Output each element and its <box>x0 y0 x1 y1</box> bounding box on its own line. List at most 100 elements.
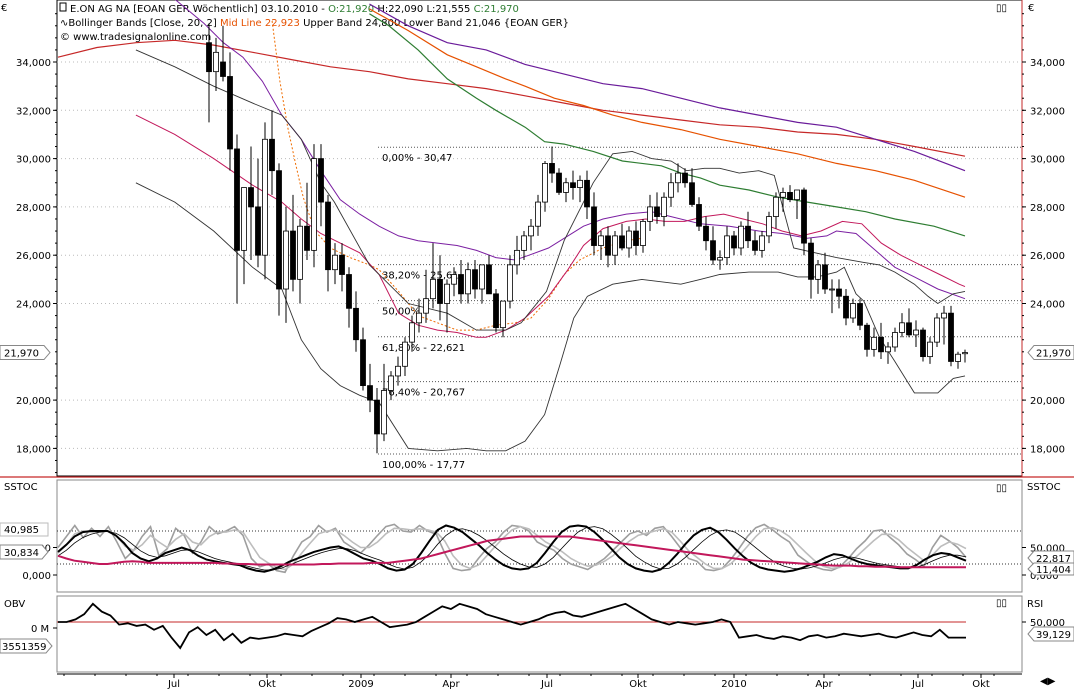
x-tick-label: 2009 <box>348 679 373 690</box>
price-tick-label-right: 32,000 <box>1030 106 1065 117</box>
last-price-marker: 21,970 21,970 <box>0 345 1074 361</box>
candle-body <box>353 307 359 341</box>
candle-body <box>815 264 821 280</box>
chart-header: € € E.ON AG NA [EOAN GER Wöchentlich] 03… <box>1 2 1056 687</box>
candle-body <box>388 375 394 391</box>
candle-body <box>367 385 373 401</box>
x-axis: Jul Okt 2009 Apr Jul Okt 2010 Apr Jul Okt <box>57 673 1022 690</box>
fib-label: 100,00% - 17,77 <box>382 460 465 471</box>
candle-body <box>311 158 317 251</box>
candle-body <box>486 264 492 295</box>
price-tick-label-left: 26,000 <box>16 251 51 262</box>
candle-body <box>661 196 667 217</box>
sstoc-tick-label-right: 50,000 <box>1030 544 1065 555</box>
candle-body <box>584 179 590 208</box>
candle-body <box>416 312 422 324</box>
candle-body <box>465 269 471 295</box>
sstoc-window-buttons-icon[interactable]: ▯▯ <box>996 483 1007 494</box>
candle-body <box>612 235 618 256</box>
fib-curve-line <box>271 20 642 331</box>
scroll-arrows-icon[interactable]: ◀▶ <box>1040 676 1056 687</box>
ma-violet-line <box>369 3 966 172</box>
bollinger-mid-line <box>135 114 966 338</box>
sstoc-label-right: SSTOC <box>1027 482 1061 493</box>
last-price-right: 21,970 <box>1036 349 1071 360</box>
candle-body <box>773 196 779 217</box>
last-price-tag-left <box>0 345 51 361</box>
sstoc-left-value-1: 40,985 <box>4 525 39 536</box>
sstoc-indicator: SSTOC SSTOC 50,00050,0000,0000,00040,985… <box>0 482 1074 582</box>
rsi-right-tag <box>1027 626 1074 642</box>
candle-body <box>759 235 765 251</box>
candle-body <box>822 264 828 290</box>
price-tick-label-right: 18,000 <box>1030 444 1065 455</box>
candle-body <box>549 163 555 174</box>
window-buttons-icon[interactable]: ▯▯ <box>996 3 1007 14</box>
candle-body <box>591 206 597 246</box>
sstoc-left-tag-2 <box>0 544 49 560</box>
candle-body <box>913 329 919 336</box>
currency-right: € <box>1028 3 1034 14</box>
currency-left: € <box>1 3 7 14</box>
candle-body <box>556 172 562 193</box>
candle-body <box>724 235 730 259</box>
high-value: H:22,090 <box>377 4 423 15</box>
chart-frame <box>0 0 1074 673</box>
candle-body <box>920 329 926 358</box>
price-panel <box>56 0 1023 477</box>
candle-body <box>745 225 751 242</box>
candle-body <box>325 201 331 271</box>
candle-body <box>647 206 653 222</box>
price-tick-label-right: 28,000 <box>1030 203 1065 214</box>
candle-body <box>514 249 520 266</box>
candle-body <box>927 341 933 358</box>
candle-body <box>374 399 380 435</box>
rsi-tick-label: 50,000 <box>1030 618 1065 629</box>
price-tick-label-left: 32,000 <box>16 106 51 117</box>
candle-body <box>738 225 744 249</box>
price-tick-label-left: 18,000 <box>16 444 51 455</box>
x-tick-label: 2010 <box>721 679 746 690</box>
candle-body <box>451 274 457 285</box>
sstoc-right-value-1: 22,817 <box>1036 554 1071 565</box>
obv-tick-label: 0 M <box>31 624 49 635</box>
candle-body <box>213 51 219 73</box>
candle-body <box>605 235 611 256</box>
candle-body <box>654 206 660 217</box>
candle-body <box>283 230 289 290</box>
candle-body <box>801 189 807 244</box>
obv-window-buttons-icon[interactable]: ▯▯ <box>996 598 1007 609</box>
symbol-name: E.ON AG NA [EOAN GER Wöchentlich] 03.10.… <box>70 4 325 15</box>
obv-line <box>58 602 966 650</box>
x-tick-label: Apr <box>815 679 833 690</box>
candle-body <box>640 220 646 246</box>
candle-body <box>675 172 681 184</box>
obv-left-tag <box>0 638 53 654</box>
candle-body <box>339 254 345 275</box>
fib-label: 61,80% - 22,621 <box>382 343 465 354</box>
last-price-left: 21,970 <box>4 349 39 360</box>
candle-body <box>633 230 639 246</box>
candle-body <box>829 288 835 291</box>
x-tick-label: Jul <box>911 679 924 690</box>
price-tick-label-right: 34,000 <box>1030 58 1065 69</box>
candle-body <box>766 216 772 237</box>
candle-body <box>682 172 688 184</box>
candle-body <box>276 170 282 290</box>
bollinger-mid: Mid Line 22,923 <box>220 18 300 29</box>
sstoc-tick-label-right: 0,000 <box>1030 571 1059 582</box>
candle-body <box>332 254 338 271</box>
candle-body <box>493 293 499 329</box>
candle-body <box>570 182 576 188</box>
candle-body <box>535 201 541 227</box>
candle-body <box>381 390 387 435</box>
candle-body <box>731 235 737 249</box>
candle-body <box>626 230 632 249</box>
candle-body <box>297 225 303 280</box>
candle-body <box>955 353 961 362</box>
candle-body <box>871 336 877 350</box>
sstoc-line-red <box>57 535 966 569</box>
candle-body <box>472 269 478 290</box>
obv-left-value: 3551359 <box>2 642 47 653</box>
candle-body <box>780 192 786 198</box>
